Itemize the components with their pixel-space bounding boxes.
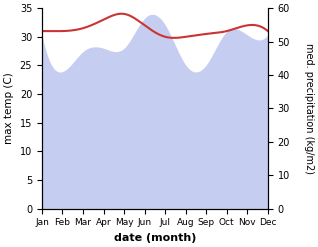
Y-axis label: max temp (C): max temp (C) (4, 72, 14, 144)
Y-axis label: med. precipitation (kg/m2): med. precipitation (kg/m2) (304, 43, 314, 174)
X-axis label: date (month): date (month) (114, 233, 196, 243)
